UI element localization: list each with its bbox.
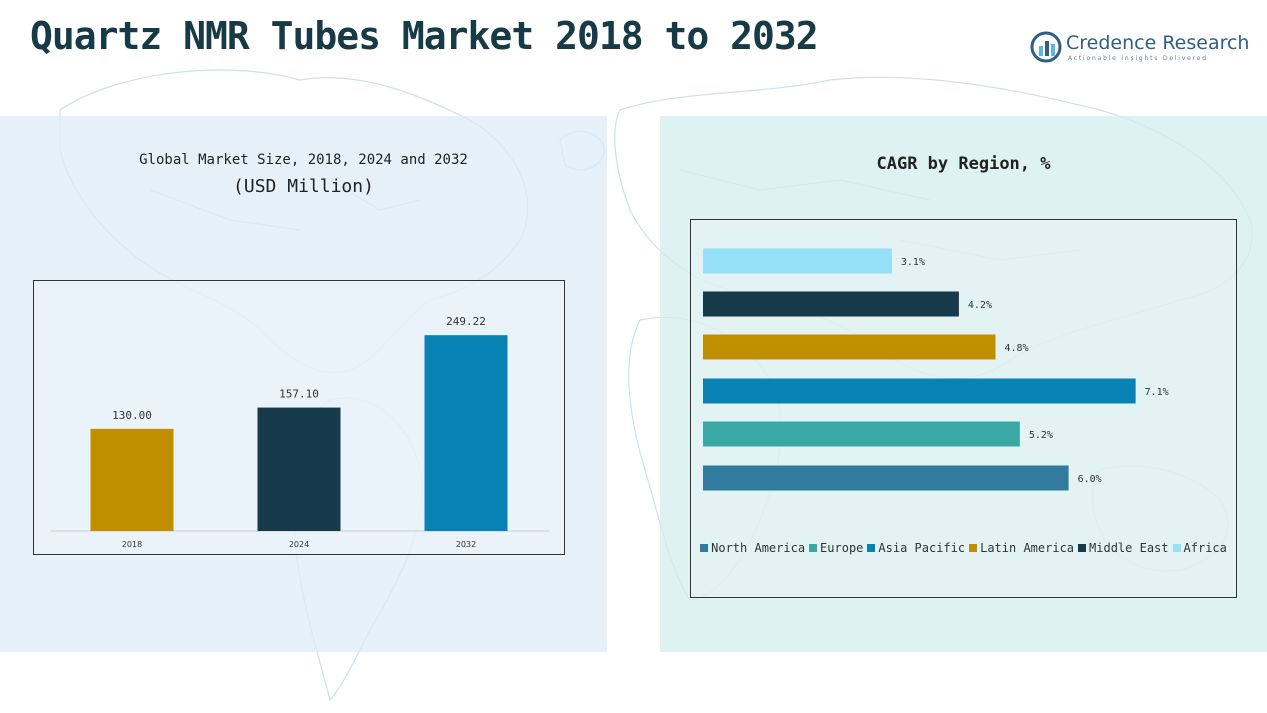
bar-value-label-2032: 249.22	[446, 315, 486, 328]
bar-north-america	[703, 465, 1069, 491]
credence-research-logo[interactable]: Credence Research Actionable Insights De…	[1030, 30, 1249, 66]
x-tick-label-2032: 2032	[456, 540, 476, 549]
logo-tagline: Actionable Insights Delivered	[1068, 55, 1208, 62]
legend-swatch-africa	[1172, 544, 1181, 552]
cagr-bar-chart: 3.1% 4.2% 4.8% 7.1% 5.2% 6.0%	[703, 248, 1169, 491]
legend-swatch-latin-america	[969, 544, 978, 552]
legend-item-middle-east: Middle East	[1078, 541, 1169, 555]
bar-value-label-asia-pacific: 7.1%	[1145, 387, 1169, 398]
legend-label-middle-east: Middle East	[1089, 541, 1169, 555]
page-title: Quartz NMR Tubes Market 2018 to 2032	[30, 14, 819, 58]
logo-name: Credence Research	[1066, 32, 1250, 54]
legend-label-europe: Europe	[820, 541, 864, 555]
bar-africa	[703, 248, 892, 274]
bar-latin-america	[703, 334, 996, 360]
cagr-legend: North America Europe Asia Pacific Latin Ame…	[690, 541, 1237, 555]
legend-swatch-asia-pacific	[867, 544, 876, 552]
legend-label-asia-pacific: Asia Pacific	[878, 541, 966, 555]
bar-value-label-2018: 130.00	[112, 409, 152, 422]
bar-2032	[424, 335, 508, 531]
legend-item-africa: Africa	[1172, 541, 1227, 555]
bar-value-label-middle-east: 4.2%	[968, 300, 992, 311]
legend-item-asia-pacific: Asia Pacific	[867, 541, 965, 555]
bar-asia-pacific	[703, 378, 1136, 404]
legend-swatch-europe	[809, 544, 818, 552]
legend-label-north-america: North America	[711, 541, 806, 555]
bar-value-label-europe: 5.2%	[1029, 430, 1053, 441]
bar-2018	[90, 428, 174, 531]
cagr-chart-title: CAGR by Region, %	[876, 154, 1051, 174]
legend-label-africa: Africa	[1183, 541, 1227, 555]
bar-value-label-2024: 157.10	[279, 388, 319, 401]
cagr-chart-frame	[690, 219, 1237, 598]
legend-item-north-america: North America	[700, 541, 805, 555]
bar-middle-east	[703, 291, 959, 317]
legend-swatch-middle-east	[1078, 544, 1087, 552]
x-tick-label-2018: 2018	[122, 540, 142, 549]
legend-item-europe: Europe	[809, 541, 863, 555]
bar-value-label-latin-america: 4.8%	[1004, 343, 1028, 354]
legend-swatch-north-america	[700, 544, 709, 552]
legend-label-latin-america: Latin America	[980, 541, 1075, 555]
market-size-chart-title: Global Market Size, 2018, 2024 and 2032	[139, 152, 468, 168]
market-size-bar-chart: 130.00 2018 157.10 2024 249.22 2032	[51, 315, 549, 549]
bar-europe	[703, 421, 1020, 447]
legend-item-latin-america: Latin America	[969, 541, 1074, 555]
market-size-chart-unit: (USD Million)	[233, 176, 374, 197]
bar-value-label-africa: 3.1%	[901, 257, 925, 268]
bar-2024	[257, 407, 341, 531]
x-tick-label-2024: 2024	[289, 540, 309, 549]
bar-value-label-north-america: 6.0%	[1078, 474, 1102, 485]
logo-mark-icon	[1030, 31, 1062, 63]
